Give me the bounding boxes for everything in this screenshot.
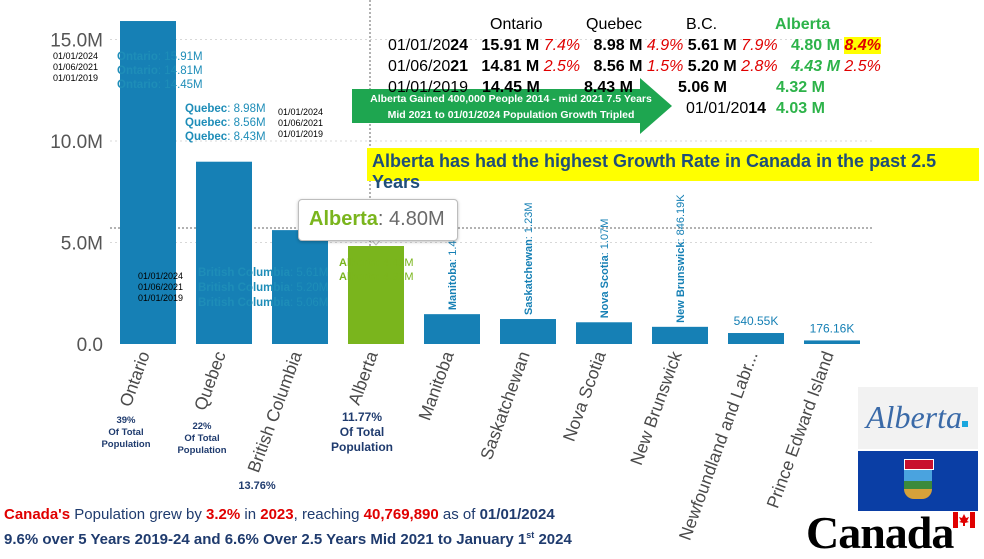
table-alberta-2014: 4.03 M (776, 100, 825, 117)
x-tick-label: Quebec (190, 348, 230, 413)
bar-6 (576, 322, 632, 344)
bottom-summary-line-1: Canada's Population grew by 3.2% in 2023… (4, 506, 555, 523)
canada-flag-icon (953, 512, 975, 528)
bc-share: 13.76% (238, 480, 276, 492)
table-header-bc: B.C. (686, 16, 718, 33)
canada-wordmark: Canada (806, 507, 954, 558)
bar-8 (728, 333, 784, 344)
alberta-annotation: Alberta: 4.43M Alberta: 4.32M (339, 257, 414, 283)
bar-7 (652, 326, 708, 344)
table-bc-2019: 5.06 M (678, 79, 727, 96)
growth-arrow (352, 78, 672, 134)
table-alberta-2019: 4.32 M (776, 79, 825, 96)
y-tick-label: 0.0 (77, 335, 103, 356)
data-label: Saskatchewan: 1.23M (523, 203, 535, 316)
bar-4 (424, 314, 480, 344)
x-tick-label: Manitoba (414, 348, 458, 423)
x-tick-label: Ontario (115, 349, 153, 410)
x-tick-label: New Brunswick (626, 348, 686, 467)
alberta-marker (348, 246, 404, 250)
bar-5 (500, 319, 556, 344)
tooltip: Alberta: 4.80M (298, 199, 458, 241)
y-tick-label: 10.0M (50, 132, 103, 153)
table-row-2021: 01/06/2021 14.81 M 2.5% 8.56 M 1.5% 5.20… (388, 58, 881, 75)
bar-9 (804, 340, 860, 344)
x-tick-label: Nova Scotia (559, 348, 610, 444)
headline-highlight (367, 148, 979, 181)
quebec-annotation: Quebec: 8.98M Quebec: 8.56M Quebec: 8.43… (185, 103, 266, 143)
ontario-annotation: Ontario: 15.91M Ontario: 14.81M Ontario:… (117, 51, 203, 91)
bar-1 (196, 161, 252, 344)
x-tick-label: Prince Edward Island (762, 349, 837, 511)
alberta-flag (858, 451, 978, 511)
table-row-2019: 01/01/2019 (388, 79, 469, 96)
tooltip-value: 4.80M (389, 208, 445, 230)
data-label: 176.16K (810, 321, 855, 335)
table-row-2024: 01/01/2024 15.91 M 7.4% 8.98 M 4.9% 5.61… (388, 37, 881, 54)
ontario-share: 39% Of Total Population (101, 415, 151, 450)
quebec-share: 22% Of Total Population (177, 421, 227, 456)
table-header-quebec: Quebec (586, 16, 643, 33)
bc-dates: 01/01/2024 01/06/2021 01/01/2019 (138, 271, 184, 303)
table-row-2014: 01/01/2014 (686, 100, 767, 117)
headline: Alberta has had the highest Growth Rate … (372, 151, 937, 192)
y-tick-label: 5.0M (61, 234, 103, 255)
ontario-dates: 01/01/2024 01/06/2021 01/01/2019 (53, 51, 99, 83)
x-tick-label: British Columbia (243, 348, 305, 475)
x-tick-label: Newfoundland and Labr... (675, 349, 762, 543)
y-tick-label: 15.0M (50, 31, 103, 52)
bc-annotation: British Columbia: 5.61M British Columbia… (198, 267, 329, 309)
x-tick-label: Saskatchewan (476, 349, 534, 463)
arrow-line-2: Mid 2021 to 01/01/2024 Population Growth… (387, 109, 635, 121)
bar-2 (272, 230, 328, 344)
alberta-logo: Alberta (858, 387, 978, 449)
quebec-dates: 01/01/2024 01/06/2021 01/01/2019 (278, 107, 324, 139)
data-label: New Brunswick: 846.19K (675, 194, 687, 323)
bottom-summary-line-2: 9.6% over 5 Years 2019-24 and 6.6% Over … (4, 530, 572, 548)
table-header-alberta: Alberta (775, 16, 831, 33)
tooltip-name: Alberta (309, 208, 378, 230)
data-label: 540.55K (734, 314, 779, 328)
table-quebec-2019: 8.43 M (584, 79, 633, 96)
table-header-ontario: Ontario (490, 16, 543, 33)
alberta-share: 11.77% Of Total Population (331, 410, 393, 454)
x-tick-label: Alberta (344, 348, 382, 407)
arrow-line-1: Alberta Gained 400,000 People 2014 - mid… (370, 93, 652, 105)
table-ontario-2019: 14.45 M (482, 79, 540, 96)
data-label: Nova Scotia: 1.07M (599, 219, 611, 319)
growth-arrow-text: Alberta Gained 400,000 People 2014 - mid… (356, 91, 666, 123)
bar-3 (348, 246, 404, 344)
bar-0 (120, 21, 176, 344)
